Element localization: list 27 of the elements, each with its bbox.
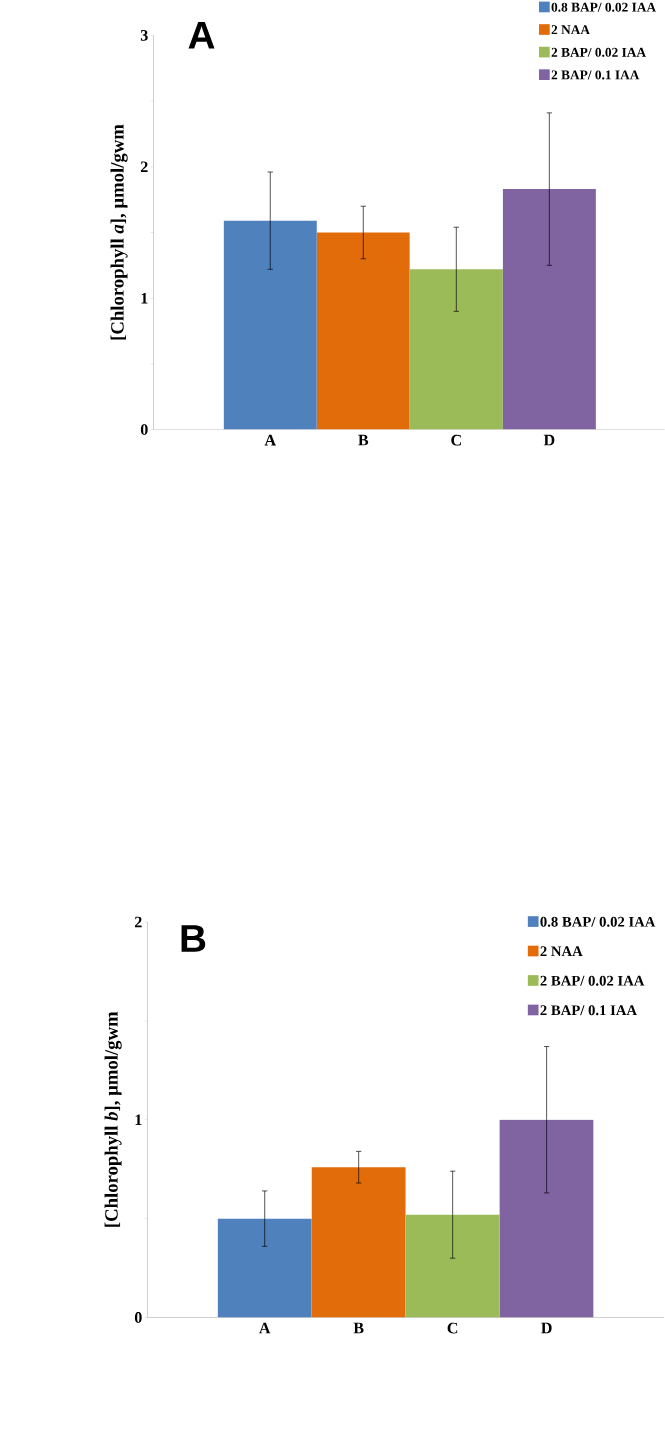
legend-label: 2 BAP/ 0.1 IAA xyxy=(540,1005,638,1016)
legend-label: 2 BAP/ 0.02 IAA xyxy=(540,975,645,986)
legend-label: 2 NAA xyxy=(551,25,590,35)
x-tick-label: D xyxy=(541,1322,552,1334)
chart-title: A xyxy=(188,21,215,49)
y-tick-label: 2 xyxy=(141,161,148,173)
x-tick-label: B xyxy=(353,1322,364,1334)
x-tick-label: C xyxy=(447,1322,458,1334)
y-tick-label: 0 xyxy=(134,1312,142,1323)
y-tick-label: 1 xyxy=(135,1114,142,1126)
legend-label: 0.8 BAP/ 0.02 IAA xyxy=(540,916,656,927)
y-axis-title: [Chlorophyll b], µmol/gwm xyxy=(104,1011,122,1227)
x-tick-label: A xyxy=(259,1322,271,1334)
x-tick-label: C xyxy=(451,434,461,446)
y-tick-label: 3 xyxy=(140,29,148,41)
x-tick-label: B xyxy=(358,434,369,446)
y-axis-title: [Chlorophyll a], µmol/gwm xyxy=(110,124,128,340)
chart-title: B xyxy=(181,925,206,952)
legend-label: 2 BAP/ 0.1 IAA xyxy=(551,70,640,80)
legend-label: 0.8 BAP/ 0.02 IAA xyxy=(551,2,657,12)
x-tick-label: D xyxy=(543,434,555,446)
legend-label: 2 NAA xyxy=(540,946,583,957)
y-tick-label: 2 xyxy=(135,916,142,928)
x-tick-label: A xyxy=(264,434,276,446)
y-tick-label: 0 xyxy=(140,424,148,436)
legend-label: 2 BAP/ 0.02 IAA xyxy=(551,47,647,57)
y-tick-label: 1 xyxy=(141,292,148,304)
